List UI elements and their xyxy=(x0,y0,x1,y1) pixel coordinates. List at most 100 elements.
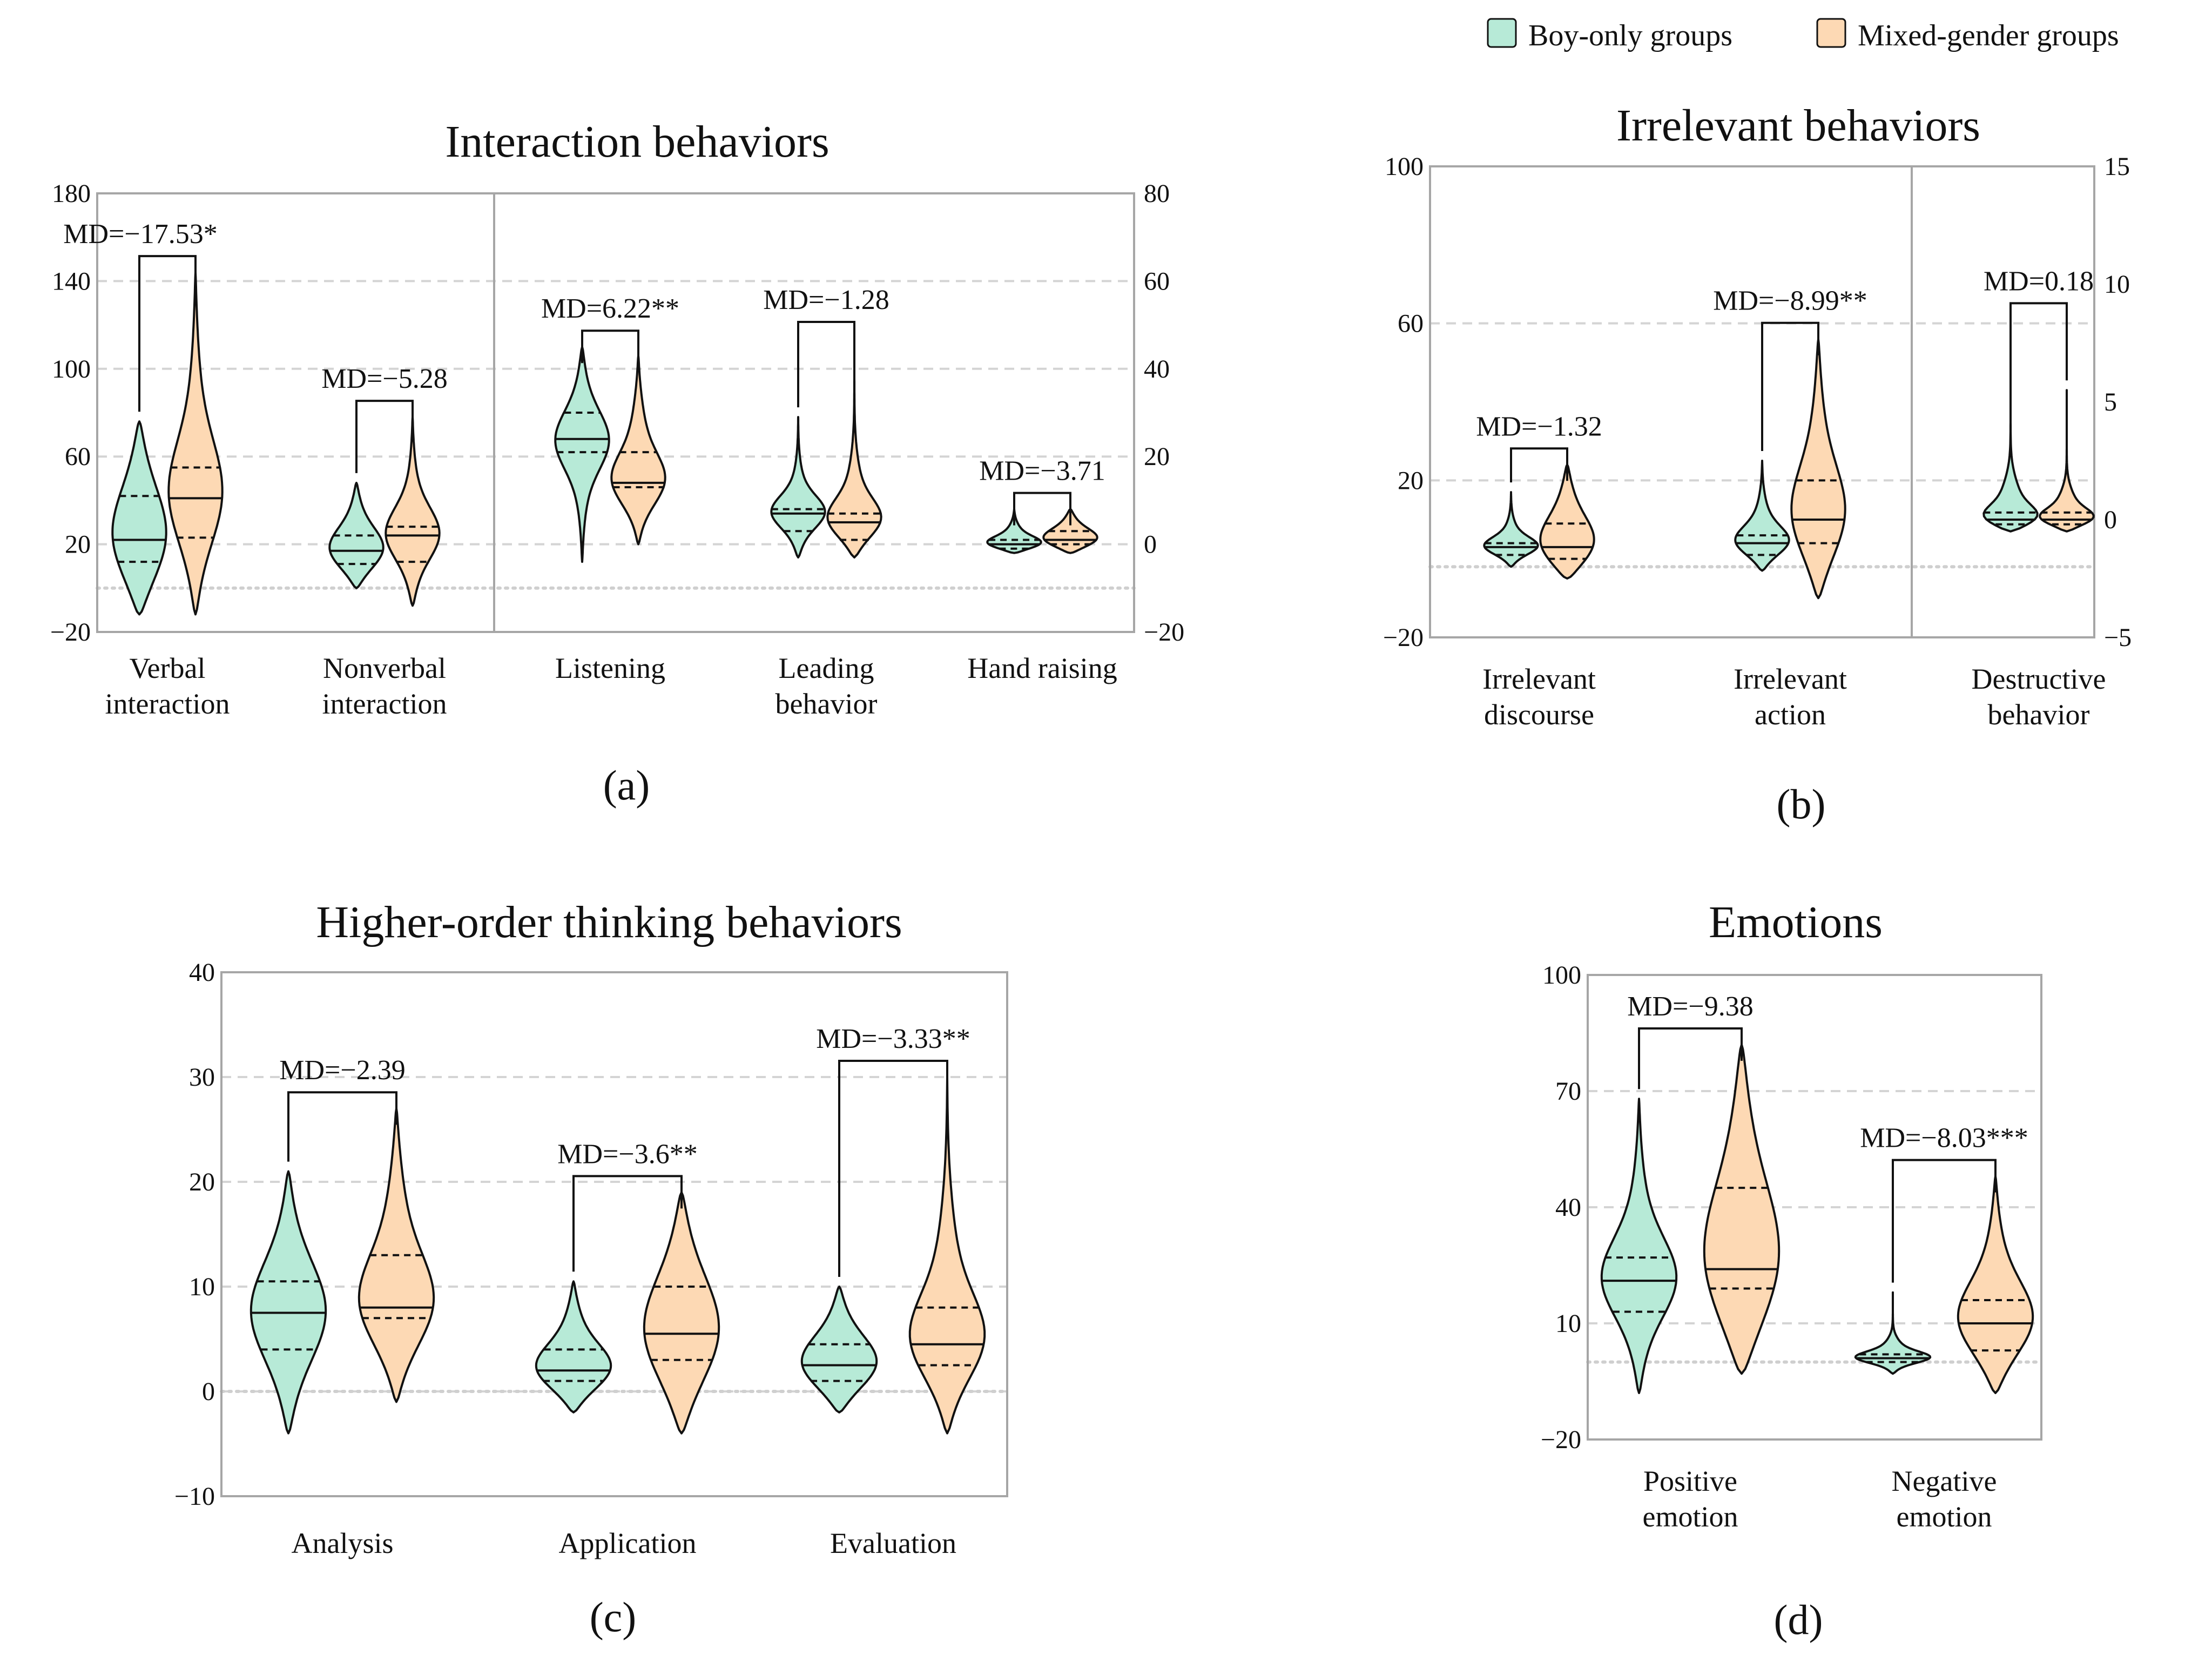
category-label: Destructive xyxy=(1972,663,2106,695)
legend-label-boy-only: Boy-only groups xyxy=(1528,19,1732,52)
panel-b: Irrelevant behaviors −20 20 60 100 −5 0 5 10 15 (b… xyxy=(1383,100,2132,828)
violin-boy xyxy=(554,346,610,563)
violin-boy xyxy=(770,416,826,559)
violin-group: MD=−5.28 Nonverbal interaction xyxy=(321,364,447,720)
md-label: MD=0.18 xyxy=(1984,266,2094,297)
violin-mixed xyxy=(826,337,882,559)
violin-mixed xyxy=(385,416,441,607)
md-bracket xyxy=(581,329,639,364)
violin-group: MD=6.22** Listening xyxy=(541,293,679,684)
violin-mixed xyxy=(610,354,666,546)
category-label: Leading xyxy=(779,652,874,684)
category-label: Analysis xyxy=(292,1527,394,1559)
y-tick-label-left: 10 xyxy=(189,1273,215,1301)
y-tick-label-right: −5 xyxy=(2104,623,2132,652)
md-label: MD=−3.33** xyxy=(816,1024,970,1054)
y-tick-label-right: 60 xyxy=(1144,267,1170,295)
violin-group: MD=−3.33** Evaluation xyxy=(800,1024,986,1559)
violin-boy xyxy=(800,1286,878,1414)
y-tick-label-right: 10 xyxy=(2104,270,2130,299)
category-label: discourse xyxy=(1484,698,1594,731)
y-tick-label-left: 20 xyxy=(1398,466,1424,495)
legend-swatch-boy-only xyxy=(1487,18,1517,48)
md-label: MD=−3.71 xyxy=(979,456,1105,487)
violin-mixed xyxy=(2039,389,2095,533)
md-label: MD=−2.39 xyxy=(279,1055,405,1086)
violin-mixed xyxy=(1790,338,1846,600)
y-tick-label-left: −20 xyxy=(1383,623,1424,652)
plot-frame xyxy=(1587,974,2042,1441)
violin-boy xyxy=(249,1170,327,1435)
category-label: Nonverbal xyxy=(323,652,446,684)
panel-c: Higher-order thinking behaviors −10 0 10 20 3… xyxy=(174,897,1009,1640)
panel-label: (c) xyxy=(590,1593,637,1640)
y-tick-label-left: 30 xyxy=(189,1063,215,1092)
chart-title: Irrelevant behaviors xyxy=(1616,100,1980,151)
y-tick-label-left: 20 xyxy=(189,1168,215,1196)
md-bracket xyxy=(1761,321,1819,451)
y-tick-label-right: 15 xyxy=(2104,152,2130,181)
y-tick-label-right: 5 xyxy=(2104,388,2117,416)
violin-boy xyxy=(111,420,167,616)
category-label: Listening xyxy=(555,652,665,684)
plot-frame xyxy=(96,192,1135,633)
category-label: Hand raising xyxy=(967,652,1117,684)
md-label: MD=−17.53* xyxy=(63,219,217,250)
category-label: behavior xyxy=(775,688,878,720)
md-label: MD=−8.99** xyxy=(1713,286,1867,317)
category-label: emotion xyxy=(1643,1501,1738,1533)
violin-boy xyxy=(1982,318,2039,533)
y-tick-label-left: 140 xyxy=(52,267,91,295)
violin-group: MD=−2.39 Analysis xyxy=(249,1055,435,1559)
chart-title: Interaction behaviors xyxy=(445,117,829,167)
y-tick-label-right: 0 xyxy=(1144,530,1157,559)
y-tick-label-right: 20 xyxy=(1144,442,1170,471)
md-label: MD=−9.38 xyxy=(1627,991,1753,1022)
violin-group: MD=−1.28 Leading behavior xyxy=(763,285,889,720)
violin-mixed xyxy=(1957,1175,2034,1394)
y-tick-label-left: −20 xyxy=(1541,1425,1581,1454)
y-tick-label-left: 10 xyxy=(1555,1309,1581,1338)
category-label: behavior xyxy=(1988,698,2090,731)
y-tick-label-left: 70 xyxy=(1555,1077,1581,1106)
md-bracket xyxy=(287,1091,397,1162)
chart-title: Emotions xyxy=(1709,897,1883,947)
violin-group: MD=−17.53* Verbal interaction xyxy=(63,219,230,720)
violin-boy xyxy=(535,1280,612,1414)
plot-frame xyxy=(220,971,1008,1497)
y-tick-label-right: 80 xyxy=(1144,179,1170,208)
category-label: Irrelevant xyxy=(1734,663,1847,695)
md-bracket xyxy=(138,255,197,412)
md-bracket xyxy=(1638,1027,1743,1089)
violin-group: MD=−9.38 Positive emotion xyxy=(1600,991,1781,1533)
violin-group: MD=−3.6** Application xyxy=(535,1139,720,1559)
y-tick-label-left: 40 xyxy=(189,958,215,987)
y-tick-label-left: 180 xyxy=(52,179,91,208)
category-label: interaction xyxy=(105,688,230,720)
md-label: MD=−8.03*** xyxy=(1860,1123,2028,1154)
plot-frame xyxy=(1429,165,2095,638)
violin-group: MD=−3.71 Hand raising xyxy=(967,456,1117,684)
legend-swatch-mixed-gender xyxy=(1816,18,1846,48)
category-label: Irrelevant xyxy=(1482,663,1596,695)
md-bracket xyxy=(2009,302,2068,381)
y-tick-label-right: 40 xyxy=(1144,355,1170,384)
y-tick-label-right: −20 xyxy=(1144,618,1184,647)
panel-a: Interaction behaviors −20 20 60 100 140 180 −20… xyxy=(50,117,1184,809)
md-bracket xyxy=(797,320,855,408)
category-label: interaction xyxy=(322,688,447,720)
y-tick-label-left: 100 xyxy=(52,355,91,384)
legend: Boy-only groups Mixed-gender groups xyxy=(1487,18,2119,52)
y-tick-label-right: 0 xyxy=(2104,506,2117,534)
y-tick-label-left: 100 xyxy=(1542,961,1581,990)
category-label: Verbal xyxy=(130,652,206,684)
violin-boy xyxy=(1600,1098,1678,1394)
md-label: MD=−1.28 xyxy=(763,285,889,315)
md-bracket xyxy=(1013,492,1071,526)
legend-label-mixed-gender: Mixed-gender groups xyxy=(1858,19,2119,52)
md-bracket xyxy=(572,1175,683,1272)
y-tick-label-left: −20 xyxy=(50,618,91,647)
